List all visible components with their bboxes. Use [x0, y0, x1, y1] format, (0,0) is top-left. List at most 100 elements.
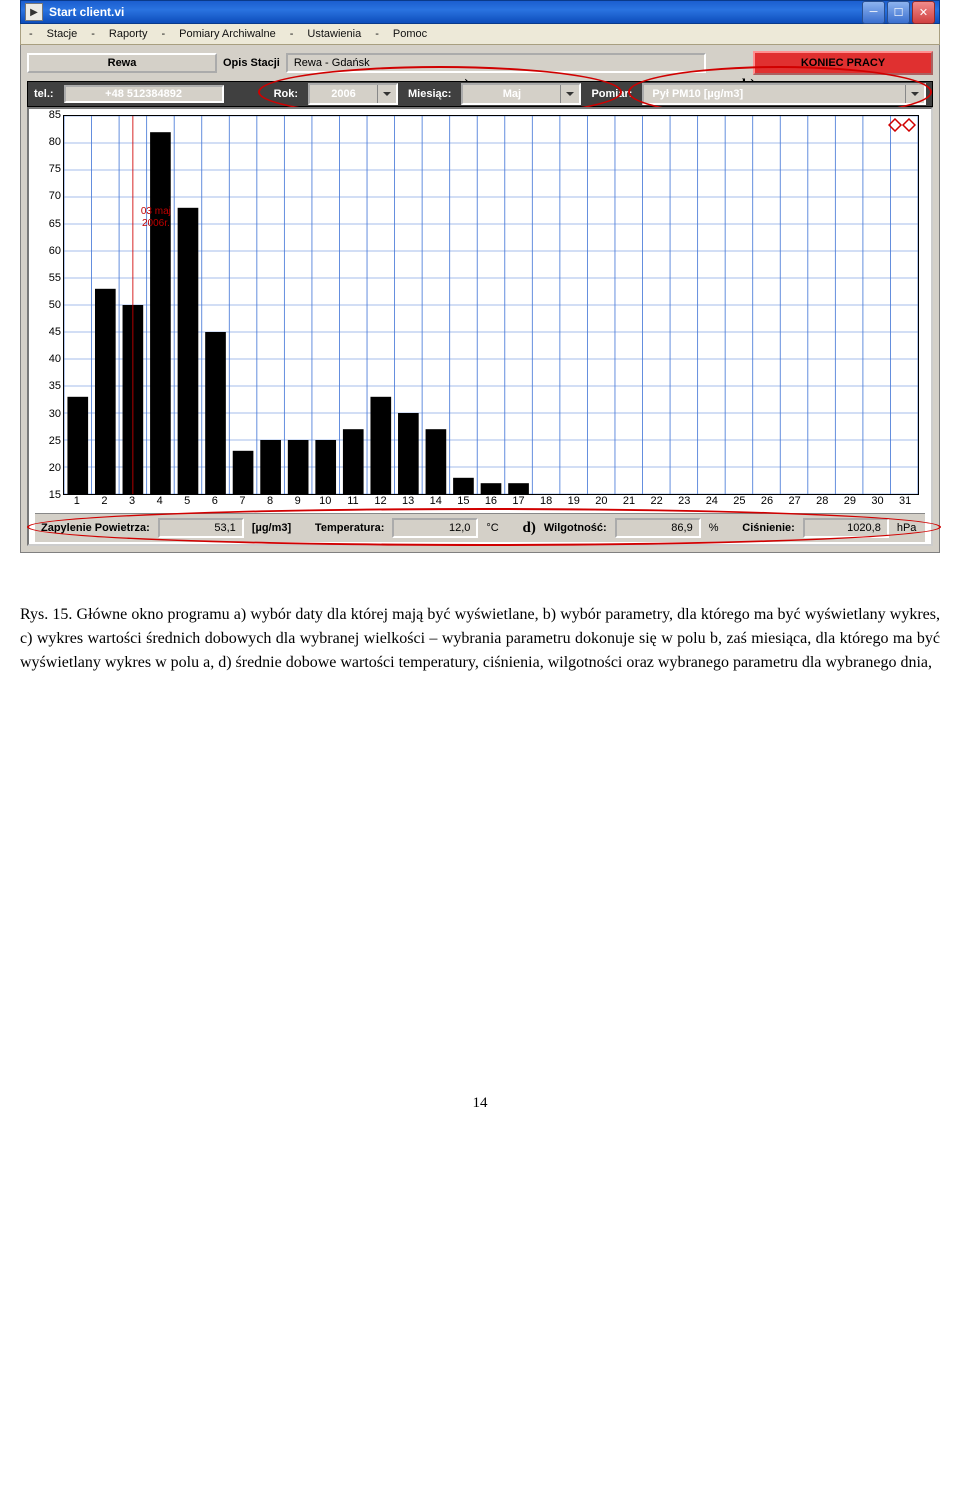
- cursor-label: 03 maj 2006r.: [141, 206, 171, 230]
- x-tick: 23: [670, 495, 698, 511]
- menu-sep: -: [375, 28, 379, 40]
- miesiac-dropdown[interactable]: Maj: [461, 83, 581, 105]
- minimize-button[interactable]: ─: [862, 1, 885, 24]
- miesiac-value: Maj: [463, 88, 560, 100]
- zap-unit: [µg/m3]: [252, 522, 291, 534]
- station-desc-value: Rewa - Gdańsk: [286, 53, 706, 73]
- menu-item-pomoc[interactable]: Pomoc: [393, 28, 427, 40]
- annot-d: d): [523, 520, 536, 537]
- x-tick: 12: [367, 495, 395, 511]
- x-tick: 24: [698, 495, 726, 511]
- window-title: Start client.vi: [49, 5, 860, 19]
- y-axis: 152025303540455055606570758085: [35, 115, 63, 495]
- temp-label: Temperatura:: [315, 522, 384, 534]
- x-tick: 21: [615, 495, 643, 511]
- menu-sep: -: [29, 28, 33, 40]
- temp-value: 12,0: [392, 518, 478, 538]
- y-tick: 70: [49, 190, 61, 202]
- x-tick: 8: [256, 495, 284, 511]
- y-tick: 65: [49, 218, 61, 230]
- wilg-label: Wilgotność:: [544, 522, 607, 534]
- chevron-down-icon: [377, 85, 396, 103]
- tel-value: +48 512384892: [64, 85, 224, 103]
- pomiar-dropdown[interactable]: Pył PM10 [µg/m3]: [642, 83, 926, 105]
- x-tick: 3: [118, 495, 146, 511]
- menu-sep: -: [161, 28, 165, 40]
- y-tick: 80: [49, 136, 61, 148]
- koniec-pracy-button[interactable]: KONIEC PRACY: [753, 51, 933, 75]
- x-tick: 19: [560, 495, 588, 511]
- miesiac-label: Miesiąc:: [408, 88, 451, 100]
- station-name-box: Rewa: [27, 53, 217, 73]
- cis-label: Ciśnienie:: [742, 522, 795, 534]
- x-tick: 7: [229, 495, 257, 511]
- x-tick: 17: [505, 495, 533, 511]
- rok-dropdown[interactable]: 2006: [308, 83, 398, 105]
- x-tick: 25: [726, 495, 754, 511]
- app-icon: ▶: [25, 3, 43, 21]
- y-tick: 75: [49, 163, 61, 175]
- x-tick: 5: [173, 495, 201, 511]
- x-tick: 6: [201, 495, 229, 511]
- y-tick: 60: [49, 245, 61, 257]
- pomiar-label: Pomiar:: [591, 88, 632, 100]
- x-tick: 26: [753, 495, 781, 511]
- wilg-value: 86,9: [615, 518, 701, 538]
- status-strip: Zapylenie Powietrza: 53,1 [µg/m3] Temper…: [35, 513, 925, 542]
- menu-sep: -: [91, 28, 95, 40]
- close-button[interactable]: ✕: [912, 1, 935, 24]
- x-tick: 16: [477, 495, 505, 511]
- rok-value: 2006: [310, 88, 377, 100]
- menu-item-stacje[interactable]: Stacje: [47, 28, 78, 40]
- zap-label: Zapylenie Powietrza:: [41, 522, 150, 534]
- x-tick: 18: [532, 495, 560, 511]
- x-tick: 10: [311, 495, 339, 511]
- y-tick: 50: [49, 299, 61, 311]
- x-tick: 29: [836, 495, 864, 511]
- x-tick: 13: [394, 495, 422, 511]
- station-desc-label: Opis Stacji: [223, 57, 280, 69]
- y-tick: 35: [49, 380, 61, 392]
- menu-item-pomiary-archiwalne[interactable]: Pomiary Archiwalne: [179, 28, 276, 40]
- rok-label: Rok:: [274, 88, 298, 100]
- titlebar: ▶ Start client.vi ─ ☐ ✕: [20, 0, 940, 24]
- chevron-down-icon: [905, 85, 924, 103]
- x-tick: 27: [781, 495, 809, 511]
- selector-strip: tel.: +48 512384892 Rok: 2006 Miesiąc: M…: [27, 81, 933, 107]
- main-panel: Rewa Opis Stacji Rewa - Gdańsk KONIEC PR…: [20, 45, 940, 553]
- x-tick: 9: [284, 495, 312, 511]
- x-tick: 4: [146, 495, 174, 511]
- menubar: - Stacje - Raporty - Pomiary Archiwalne - Ustaw…: [20, 24, 940, 45]
- chart-container: c) 152025303540455055606570758085 03 maj…: [27, 107, 933, 546]
- pomiar-value: Pył PM10 [µg/m3]: [644, 88, 905, 100]
- y-tick: 25: [49, 435, 61, 447]
- y-tick: 30: [49, 408, 61, 420]
- zap-value: 53,1: [158, 518, 244, 538]
- temp-unit: °C: [486, 522, 498, 534]
- menu-item-raporty[interactable]: Raporty: [109, 28, 148, 40]
- x-axis: 1234567891011121314151617181920212223242…: [63, 495, 919, 511]
- y-tick: 15: [49, 489, 61, 501]
- chevron-down-icon: [560, 85, 579, 103]
- x-tick: 1: [63, 495, 91, 511]
- menu-item-ustawienia[interactable]: Ustawienia: [307, 28, 361, 40]
- tel-label: tel.:: [34, 88, 54, 100]
- cis-unit: hPa: [897, 522, 917, 534]
- x-tick: 31: [891, 495, 919, 511]
- wilg-unit: %: [709, 522, 719, 534]
- page-number: 14: [20, 1095, 940, 1112]
- x-tick: 22: [643, 495, 671, 511]
- chart-plot[interactable]: 03 maj 2006r.: [63, 115, 919, 495]
- menu-sep: -: [290, 28, 294, 40]
- y-tick: 40: [49, 353, 61, 365]
- x-tick: 28: [808, 495, 836, 511]
- figure-caption: Rys. 15. Główne okno programu a) wybór d…: [20, 603, 940, 675]
- x-tick: 15: [450, 495, 478, 511]
- y-tick: 20: [49, 462, 61, 474]
- x-tick: 11: [339, 495, 367, 511]
- maximize-button[interactable]: ☐: [887, 1, 910, 24]
- y-tick: 85: [49, 109, 61, 121]
- x-tick: 20: [588, 495, 616, 511]
- x-tick: 2: [91, 495, 119, 511]
- legend-marker: [888, 118, 916, 135]
